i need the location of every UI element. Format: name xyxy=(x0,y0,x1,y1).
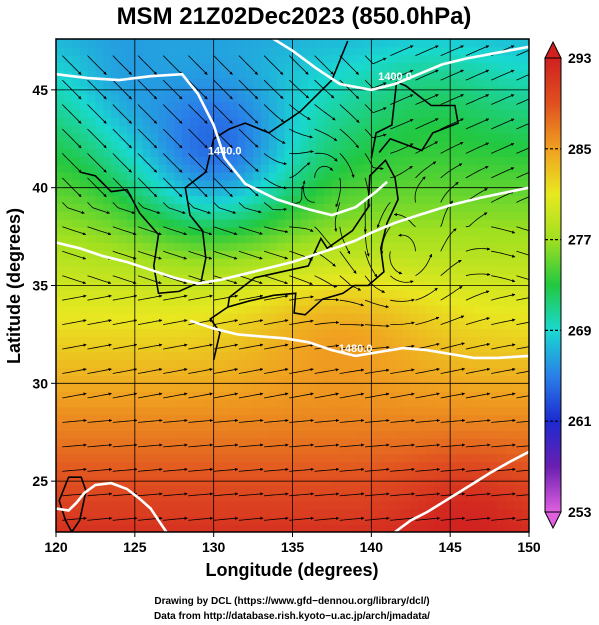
y-axis-label: Latitude (degrees) xyxy=(4,208,24,364)
y-tick-label: 35 xyxy=(32,278,48,294)
contour-line xyxy=(189,319,529,360)
x-tick-label: 135 xyxy=(281,539,305,555)
credit-data: Data from http://database.rish.kyoto−u.a… xyxy=(154,611,430,622)
chart-title: MSM 21Z02Dec2023 (850.0hPa) xyxy=(117,3,472,30)
height-contours: 1440.0 1400.0 1480.0 xyxy=(56,39,529,532)
grid-lines xyxy=(56,39,529,532)
contour-label: 1400.0 xyxy=(378,71,412,83)
y-tick-label: 40 xyxy=(32,180,48,196)
y-tick-label: 25 xyxy=(32,473,48,489)
colorbar-top-arrow xyxy=(544,40,562,59)
contour-line xyxy=(56,481,168,532)
x-tick-label: 140 xyxy=(360,539,384,555)
x-axis-label: Longitude (degrees) xyxy=(205,560,378,580)
colorbar-tick-label: 253 xyxy=(568,504,592,520)
credit-drawing: Drawing by DCL (https://www.gfd−dennou.o… xyxy=(154,596,429,607)
contour-line xyxy=(56,72,388,217)
contour-label: 1480.0 xyxy=(339,343,373,355)
colorbar-tick-label: 293 xyxy=(568,50,592,66)
contour-line xyxy=(56,186,529,285)
colorbar-tick-label: 269 xyxy=(568,322,592,338)
y-tick-label: 45 xyxy=(32,82,48,98)
colorbar: 253 261 269 277 285 293 xyxy=(544,40,592,530)
x-tick-label: 150 xyxy=(517,539,541,555)
colorbar-tick-label: 277 xyxy=(568,232,592,248)
contour-line xyxy=(394,450,529,532)
y-axis-ticks: 25 30 35 40 45 xyxy=(32,82,56,489)
plot-area: 1440.0 1400.0 1480.0 xyxy=(56,39,529,532)
x-tick-label: 145 xyxy=(438,539,462,555)
colorbar-body xyxy=(544,57,562,513)
x-axis-ticks: 120 125 130 135 140 145 150 xyxy=(44,532,541,555)
y-tick-label: 30 xyxy=(32,375,48,391)
x-tick-label: 120 xyxy=(44,539,68,555)
contour-label: 1440.0 xyxy=(208,145,242,157)
x-tick-label: 125 xyxy=(123,539,147,555)
colorbar-tick-label: 285 xyxy=(568,141,592,157)
colorbar-bottom-arrow xyxy=(544,511,562,530)
colorbar-ticks: 253 261 269 277 285 293 xyxy=(545,50,592,520)
colorbar-tick-label: 261 xyxy=(568,413,592,429)
contour-line xyxy=(271,39,529,92)
coastlines xyxy=(58,40,460,532)
x-tick-label: 130 xyxy=(202,539,226,555)
